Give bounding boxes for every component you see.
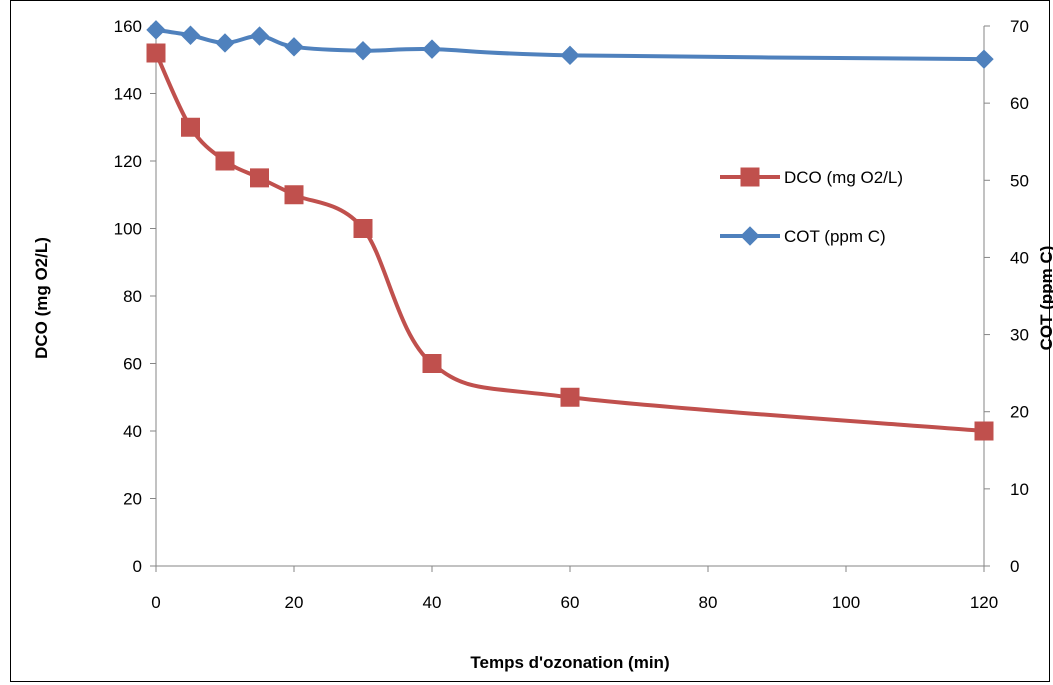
y-tick-label: 20 [123,490,142,509]
y2-tick-label: 50 [1010,171,1029,190]
x-tick-label: 20 [285,593,304,612]
x-tick-label: 80 [699,593,718,612]
cot-series-point [249,26,270,46]
y2-axis-title: COT (ppm C) [1037,246,1053,351]
cot-series-point [215,33,235,53]
axes: 0 20 40 60 80 100 120 140 160 0 10 20 30 40 50 60 70 0 20 4… [114,17,1029,612]
y2-tick-label: 70 [1010,17,1029,36]
x-tick-label: 100 [832,593,860,612]
legend-item-dco-swatch-marker [740,167,760,187]
legend-item-dco-label: DCO (mg O2/L) [784,168,903,187]
y2-tick-label: 60 [1010,94,1029,113]
series-layer [146,20,994,441]
y2-tick-label: 40 [1010,248,1029,267]
dco-series-point [284,185,304,205]
y-tick-label: 100 [114,220,142,239]
cot-series-point [353,40,373,61]
x-tick-label: 60 [561,593,580,612]
y-tick-label: 0 [133,557,142,576]
dco-series-point [422,354,442,373]
y-tick-label: 140 [114,85,142,104]
cot-series-point [974,49,994,69]
x-axis-title: Temps d'ozonation (min) [470,653,669,672]
x-tick-label: 0 [151,593,160,612]
dco-series-point [353,219,373,238]
dco-series-point [250,168,269,188]
cot-series-point [284,37,304,57]
dco-series-point [146,43,166,63]
y2-tick-label: 0 [1010,557,1019,576]
y-axis-title: DCO (mg O2/L) [32,237,51,359]
y-tick-label: 120 [114,152,142,171]
x-tick-label: 120 [970,593,998,612]
y-tick-label: 40 [123,422,142,441]
legend-item-cot-swatch-marker [740,226,760,246]
y2-tick-label: 30 [1010,326,1029,345]
x-tick-label: 40 [423,593,442,612]
y-tick-label: 60 [123,355,142,374]
cot-series-point [422,39,442,59]
cot-series-point [560,45,580,66]
legend-item-cot-label: COT (ppm C) [784,227,886,246]
dco-series-point [560,387,580,407]
y2-tick-label: 20 [1010,403,1029,422]
y2-tick-label: 10 [1010,480,1029,499]
dco-series-point [974,421,994,441]
dco-series-point [181,117,200,137]
cot-series-point [180,25,201,45]
dco-series-point [215,151,235,171]
cot-series-point [146,20,166,40]
legend: DCO (mg O2/L) COT (ppm C) [720,167,903,246]
y-tick-label: 160 [114,17,142,36]
y-tick-label: 80 [123,287,142,306]
